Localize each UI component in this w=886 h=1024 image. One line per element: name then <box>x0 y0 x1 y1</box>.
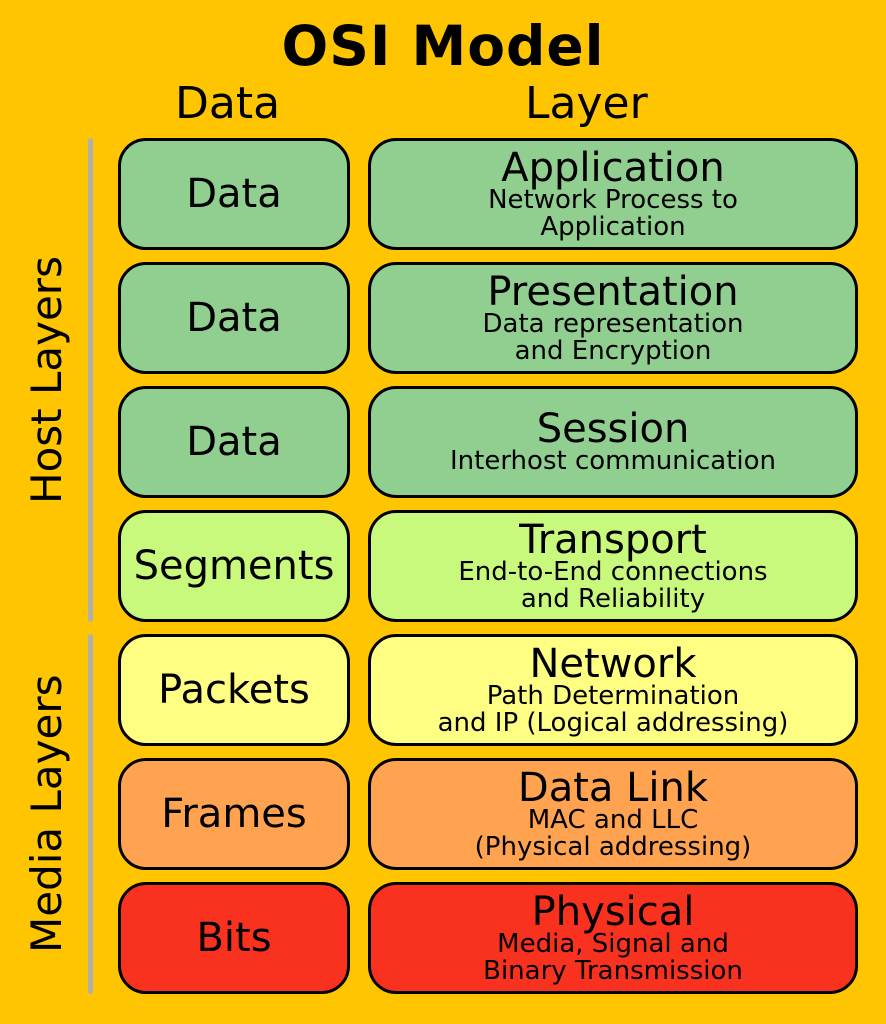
group-label: Host Layers <box>22 138 71 622</box>
data-unit-pill: Data <box>118 262 350 374</box>
layer-description: Network Process toApplication <box>488 187 738 242</box>
data-unit-label: Segments <box>134 545 335 587</box>
layer-pill: TransportEnd-to-End connectionsand Relia… <box>368 510 858 622</box>
data-unit-label: Packets <box>158 669 310 711</box>
data-unit-label: Data <box>186 297 282 339</box>
layer-description: End-to-End connectionsand Reliability <box>458 559 767 614</box>
layer-name: Application <box>501 147 725 189</box>
data-unit-label: Bits <box>196 917 271 959</box>
data-unit-pill: Frames <box>118 758 350 870</box>
layer-pill: ApplicationNetwork Process toApplication <box>368 138 858 250</box>
layer-pill: SessionInterhost communication <box>368 386 858 498</box>
data-unit-pill: Data <box>118 386 350 498</box>
layer-description: MAC and LLC(Physical addressing) <box>475 807 752 862</box>
group-label: Media Layers <box>22 634 71 994</box>
layer-pill: Data LinkMAC and LLC(Physical addressing… <box>368 758 858 870</box>
data-unit-label: Data <box>186 173 282 215</box>
layer-name: Data Link <box>518 767 708 809</box>
layer-name: Session <box>537 408 690 450</box>
data-unit-pill: Segments <box>118 510 350 622</box>
data-unit-label: Data <box>186 421 282 463</box>
layer-pill: PhysicalMedia, Signal andBinary Transmis… <box>368 882 858 994</box>
column-header-layer: Layer <box>525 78 648 129</box>
layer-description: Data representationand Encryption <box>482 311 743 366</box>
layer-name: Network <box>529 643 696 685</box>
layer-name: Presentation <box>487 271 738 313</box>
layer-pill: PresentationData representationand Encry… <box>368 262 858 374</box>
layer-name: Physical <box>532 891 695 933</box>
group-divider <box>88 634 93 994</box>
diagram-title: OSI Model <box>0 14 886 78</box>
column-header-data: Data <box>175 78 280 129</box>
layer-pill: NetworkPath Determinationand IP (Logical… <box>368 634 858 746</box>
group-divider <box>88 138 93 622</box>
data-unit-pill: Packets <box>118 634 350 746</box>
data-unit-pill: Data <box>118 138 350 250</box>
layer-description: Interhost communication <box>450 448 776 475</box>
layer-description: Path Determinationand IP (Logical addres… <box>438 683 789 738</box>
layer-name: Transport <box>519 519 707 561</box>
data-unit-label: Frames <box>161 793 306 835</box>
data-unit-pill: Bits <box>118 882 350 994</box>
layer-description: Media, Signal andBinary Transmission <box>483 931 743 986</box>
